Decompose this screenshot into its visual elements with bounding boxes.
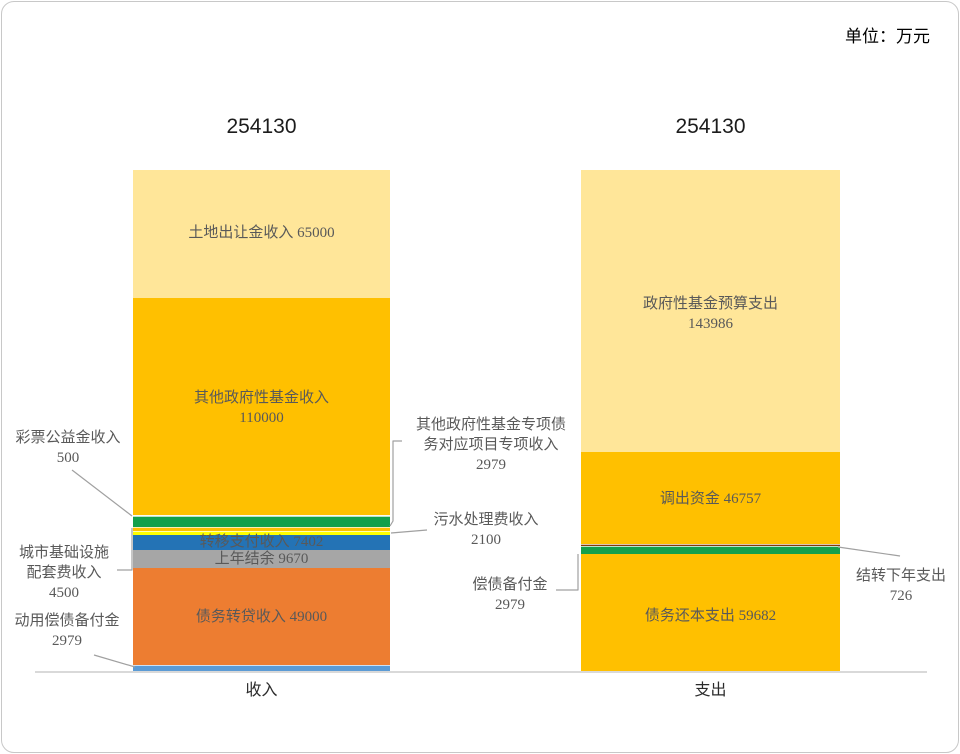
segment-债务转贷收入 [133,568,390,665]
income-total-label: 254130 [226,115,297,138]
leader-reserve-use [93,654,136,668]
leader-carryover [837,546,901,557]
leader-lottery [71,469,133,517]
label-fund-budget-expense: 政府性基金预算支出 143986 [642,296,778,332]
income-column [133,170,390,671]
callout-carryover-expense: 结转下年支出 726 [855,568,946,604]
expense-column [581,170,840,671]
segment-城市基础设施配套费收入 [133,526,390,531]
callout-special-debt-income: 其他政府性基金专项债 务对应项目专项收入 2979 [415,417,566,473]
segment-政府性基金预算支出 [581,170,840,453]
callout-infrastructure-fee-income: 城市基础设施 配套费收入 4500 [18,545,109,601]
segment-上年结余 [133,549,390,569]
segment-动用偿债备付金 [133,664,390,671]
label-transfer-out-funds: 调出资金 46757 [659,491,762,507]
callout-debt-reserve-use: 动用偿债备付金 2979 [14,613,120,649]
segment-结转下年支出 [581,543,840,546]
segment-彩票公益金收入 [133,514,390,517]
label-land-transfer-income: 土地出让金收入 65000 [188,225,335,241]
segment-污水处理费收入 [133,530,390,535]
callout-lottery-income: 彩票公益金收入 500 [15,430,121,466]
category-label-income: 收入 [245,682,278,699]
segment-其他政府性基金专项债务对应项目专项收入 [133,516,390,527]
label-debt-principal-repayment: 债务还本支出 59682 [644,608,777,624]
segment-债务还本支出 [581,554,840,671]
label-transfer-payment-income: 转移支付收入 7402 [199,534,324,550]
segment-偿债备付金 [581,545,840,555]
segment-调出资金 [581,452,840,544]
callout-debt-repay-reserve: 偿债备付金 2979 [472,577,548,613]
x-axis-line [35,671,927,673]
unit-label: 单位：万元 [845,27,930,46]
category-label-expense: 支出 [694,682,727,699]
callout-sewage-fee-income: 污水处理费收入 2100 [433,512,539,548]
label-debt-relending-income: 债务转贷收入 49000 [195,609,328,625]
label-other-fund-income: 其他政府性基金收入 110000 [193,390,329,426]
segment-转移支付收入 [133,534,390,550]
segment-其他政府性基金收入 [133,298,390,515]
expense-total-label: 254130 [675,115,746,138]
segment-土地出让金收入 [133,170,390,299]
label-prior-year-balance: 上年结余 9670 [214,551,309,567]
